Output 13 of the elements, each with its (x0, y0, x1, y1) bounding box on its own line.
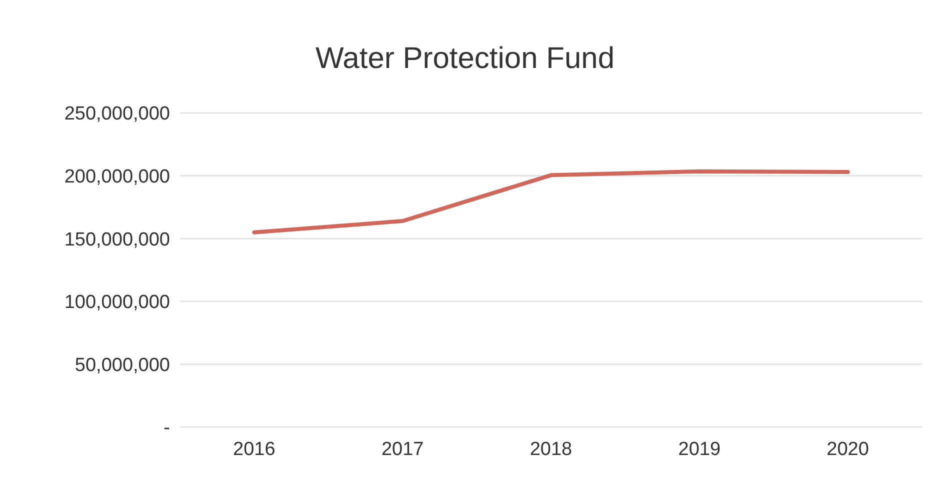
chart-title: Water Protection Fund (315, 42, 615, 75)
x-tick-label: 2020 (826, 439, 869, 460)
y-tick-label: 150,000,000 (64, 229, 170, 250)
y-tick-label: 100,000,000 (64, 292, 170, 314)
x-tick-label: 2019 (678, 439, 721, 460)
x-tick-label: 2018 (530, 439, 572, 460)
line-series (252, 169, 850, 234)
y-tick-label: 250,000,000 (64, 104, 170, 125)
y-tick-label: 200,000,000 (64, 166, 170, 188)
y-tick-label: - (164, 418, 170, 439)
x-tick-label: 2016 (233, 439, 276, 460)
y-tick-label: 50,000,000 (74, 354, 170, 376)
x-tick-label: 2017 (381, 439, 424, 460)
